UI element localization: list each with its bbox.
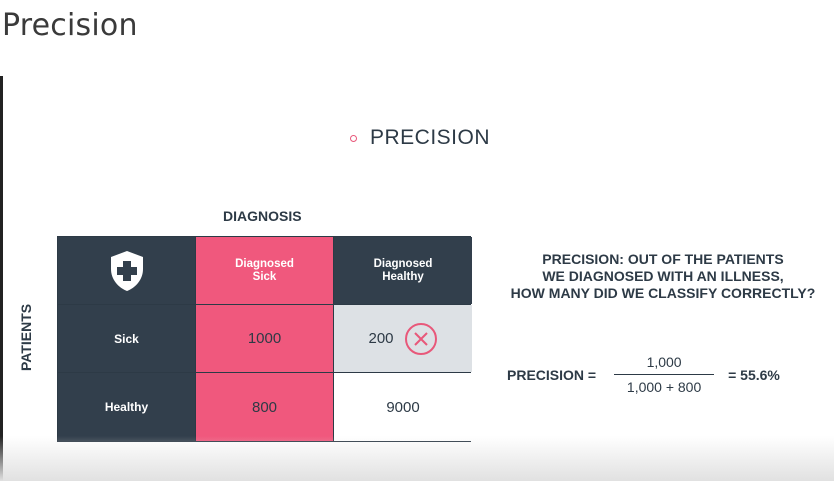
formula-numerator: 1,000 [646,354,682,370]
formula-denominator: 1,000 + 800 [626,379,702,395]
col-header-diagnosed-healthy: Diagnosed Healthy [334,237,472,304]
page-title: Precision [2,8,138,43]
row-header-sick: Sick [58,305,195,372]
formula-fraction: 1,000 1,000 + 800 [614,354,715,395]
col-header-line: Healthy [382,270,424,283]
cell-false-negative: 200 [334,305,472,372]
col-header-line: Diagnosed [235,257,294,270]
slide-heading: PRECISION [350,126,490,150]
bottom-fade [0,436,834,481]
col-header-line: Diagnosed [373,257,433,270]
matrix-corner [58,237,195,304]
explanation-line: WE DIAGNOSED WITH AN ILLNESS, [542,268,784,284]
slide: PRECISION DIAGNOSIS PATIENTS Diagnosed Si… [0,76,834,481]
explanation-line: PRECISION: OUT OF THE PATIENTS [542,251,784,267]
cell-value: 200 [368,330,394,347]
bullet-icon [350,134,357,142]
slide-border [0,76,3,481]
row-header-healthy: Healthy [58,373,195,441]
col-header-line: Sick [252,270,277,283]
x-circle-icon [404,322,437,355]
precision-explanation: PRECISION: OUT OF THE PATIENTS WE DIAGNO… [498,251,828,302]
shield-cross-icon [110,250,143,291]
patients-label: PATIENTS [18,303,34,371]
explanation-line: HOW MANY DID WE CLASSIFY CORRECTLY? [510,285,816,301]
precision-formula: PRECISION = 1,000 1,000 + 800 = 55.6% [507,354,780,395]
col-header-diagnosed-sick: Diagnosed Sick [196,237,333,304]
diagnosis-label: DIAGNOSIS [223,208,302,224]
fraction-bar [614,374,715,375]
formula-label: PRECISION = [507,366,597,383]
formula-result: = 55.6% [728,366,780,383]
cell-true-positive: 1000 [196,305,333,372]
confusion-matrix: Diagnosed Sick Diagnosed Healthy Sick 1000… [57,236,472,442]
cell-true-negative: 9000 [334,373,472,441]
cell-false-positive: 800 [196,373,333,441]
slide-heading-text: PRECISION [370,126,491,149]
